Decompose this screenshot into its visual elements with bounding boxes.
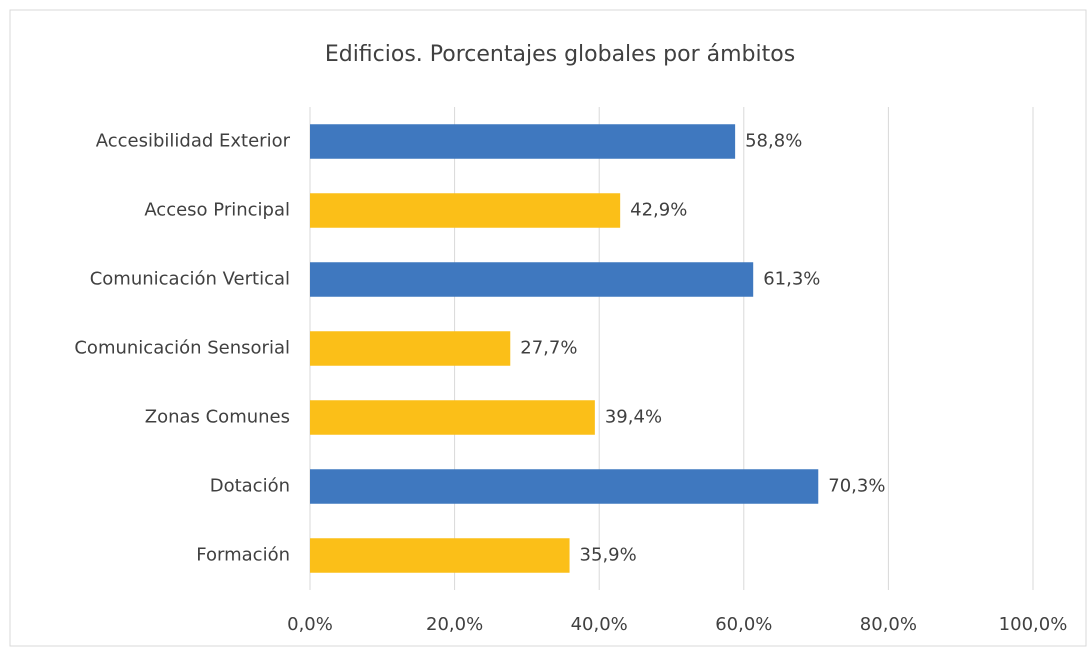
- y-tick-label: Zonas Comunes: [145, 407, 290, 428]
- bar: [310, 262, 754, 297]
- bar: [310, 193, 621, 228]
- bar: [310, 400, 595, 435]
- data-label: 58,8%: [745, 131, 802, 152]
- x-tick-label: 0,0%: [287, 614, 333, 635]
- y-tick-label: Comunicación Sensorial: [74, 338, 290, 359]
- bar: [310, 331, 511, 366]
- y-tick-label: Comunicación Vertical: [90, 269, 290, 290]
- bar: [310, 469, 819, 504]
- x-tick-label: 20,0%: [426, 614, 483, 635]
- chart-title: Edificios. Porcentajes globales por ámbi…: [325, 42, 795, 67]
- y-tick-label: Dotación: [210, 476, 290, 497]
- x-tick-label: 80,0%: [860, 614, 917, 635]
- y-tick-label: Acceso Principal: [144, 200, 290, 221]
- bar: [310, 124, 736, 159]
- data-label: 35,9%: [580, 545, 637, 566]
- y-tick-label: Accesibilidad Exterior: [96, 131, 291, 152]
- x-tick-label: 100,0%: [999, 614, 1068, 635]
- x-tick-label: 40,0%: [571, 614, 628, 635]
- data-label: 27,7%: [520, 338, 577, 359]
- y-tick-label: Formación: [196, 545, 290, 566]
- data-label: 61,3%: [763, 269, 820, 290]
- bar: [310, 538, 570, 573]
- data-label: 39,4%: [605, 407, 662, 428]
- data-label: 70,3%: [828, 476, 885, 497]
- x-tick-label: 60,0%: [715, 614, 772, 635]
- data-label: 42,9%: [630, 200, 687, 221]
